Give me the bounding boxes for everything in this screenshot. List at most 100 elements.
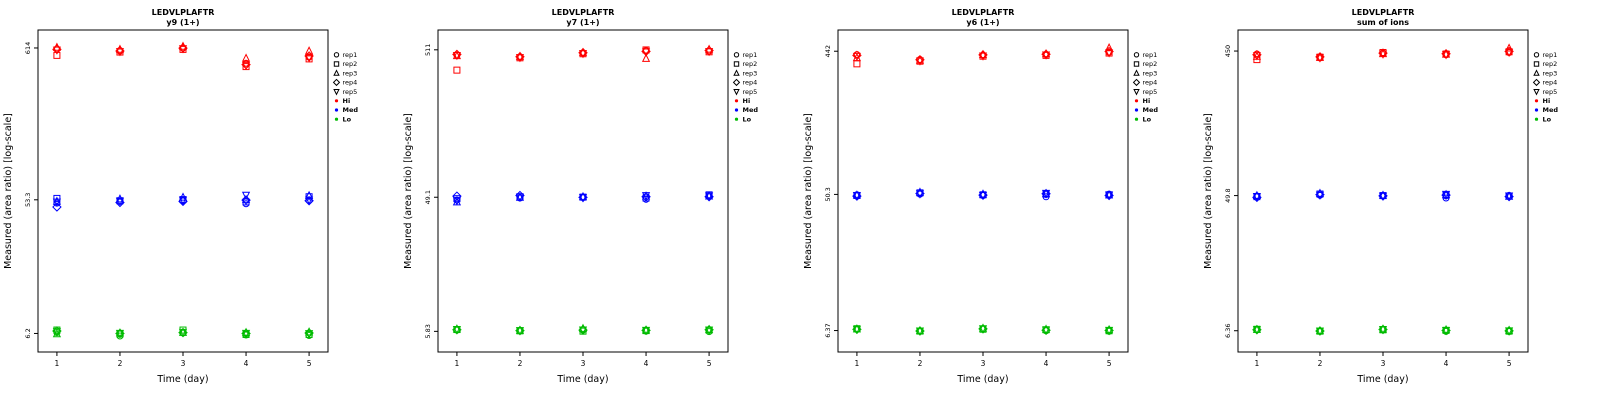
- data-point-hi-rep5: [115, 48, 125, 57]
- data-point-lo-rep5: [915, 327, 925, 336]
- x-tick-label: 4: [1044, 359, 1049, 368]
- legend-label-med: Med: [743, 106, 759, 114]
- legend-marker-med: [1134, 108, 1139, 112]
- data-point-lo-rep3: [304, 327, 314, 336]
- legend-marker-rep4: [1132, 78, 1141, 87]
- data-point-lo-rep5: [515, 327, 525, 336]
- legend-marker-hi: [734, 99, 739, 103]
- y-axis-label: Measured (area ratio) [log-scale]: [3, 113, 14, 269]
- x-axis-label: Time (day): [956, 374, 1008, 385]
- legend-marker-lo: [1534, 117, 1539, 121]
- legend-marker-rep3: [333, 69, 340, 76]
- data-point-med-rep3: [1378, 190, 1388, 199]
- y-tick-label: 442: [824, 45, 832, 57]
- legend-label-hi: Hi: [1143, 97, 1151, 105]
- legend-label-rep2: rep2: [343, 60, 358, 68]
- data-point-med-rep5: [1252, 193, 1262, 202]
- legend-marker-rep2: [1533, 61, 1540, 67]
- legend-marker-hi: [1134, 99, 1139, 103]
- data-point-hi-rep5: [52, 46, 62, 55]
- data-point-med-rep5: [704, 192, 714, 201]
- y-axis-label: Measured (area ratio) [log-scale]: [803, 113, 814, 269]
- data-point-med-rep4: [241, 195, 251, 205]
- data-point-med-rep2: [53, 194, 61, 202]
- data-point-med-rep3: [852, 190, 862, 199]
- data-point-med-rep5: [915, 190, 925, 199]
- data-point-lo-rep3: [1504, 325, 1514, 334]
- x-axis-label: Time (day): [1356, 374, 1408, 385]
- data-point-lo-rep5: [704, 326, 714, 335]
- legend-marker-lo: [1134, 117, 1139, 121]
- data-point-hi-rep5: [178, 45, 188, 54]
- data-point-med-rep4: [115, 197, 125, 208]
- data-point-lo-rep3: [978, 323, 988, 332]
- data-point-hi-rep5: [578, 50, 588, 59]
- plot-title: LEDVLPLAFTR: [552, 8, 615, 17]
- legend-label-hi: Hi: [343, 97, 351, 105]
- legend-marker-lo: [734, 117, 739, 121]
- data-point-med-rep5: [1104, 191, 1114, 200]
- legend-label-rep1: rep1: [1543, 51, 1558, 59]
- data-point-lo-rep5: [978, 325, 988, 334]
- data-point-med-rep5: [1378, 192, 1388, 201]
- legend-label-med: Med: [343, 106, 359, 114]
- data-point-med-rep3: [978, 189, 988, 198]
- legend-label-hi: Hi: [743, 97, 751, 105]
- data-point-lo-rep5: [241, 329, 251, 339]
- legend-marker-med: [1534, 108, 1539, 112]
- data-point-lo-rep5: [1104, 326, 1114, 336]
- data-point-lo-rep5: [1504, 327, 1514, 336]
- data-point-lo-rep3: [704, 324, 714, 333]
- x-tick-label: 2: [118, 359, 123, 368]
- data-point-med-rep5: [115, 197, 125, 206]
- legend-marker-med: [334, 108, 339, 112]
- data-point-hi-rep3: [641, 53, 651, 62]
- legend-marker-rep5: [733, 89, 740, 96]
- y-tick-label: 6.2: [24, 328, 32, 338]
- legend-label-rep2: rep2: [743, 60, 758, 68]
- data-point-lo-rep5: [452, 325, 462, 335]
- legend-marker-hi: [334, 99, 339, 103]
- data-point-lo-rep5: [52, 328, 62, 337]
- legend-marker-rep1: [333, 52, 340, 58]
- legend-label-lo: Lo: [1143, 115, 1152, 123]
- y-axis-label: Measured (area ratio) [log-scale]: [403, 113, 414, 269]
- x-tick-label: 3: [981, 359, 986, 368]
- data-point-hi-rep3: [304, 46, 314, 55]
- legend-marker-rep2: [333, 61, 340, 67]
- chart-panel-2: LEDVLPLAFTR y7 (1+) 1 2 3 4 5 511 49.1 5.83 Time (…: [400, 0, 800, 400]
- data-point-hi-rep5: [304, 54, 314, 63]
- data-point-lo-rep5: [1378, 326, 1388, 335]
- x-tick-label: 3: [581, 359, 586, 368]
- plot-title: LEDVLPLAFTR: [152, 8, 215, 17]
- data-point-med-rep3: [304, 190, 314, 199]
- legend-label-med: Med: [1543, 106, 1559, 114]
- data-point-med-rep2: [979, 191, 987, 199]
- data-point-lo-rep5: [1041, 326, 1051, 335]
- x-tick-label: 5: [1107, 359, 1112, 368]
- x-tick-label: 4: [1444, 359, 1449, 368]
- data-point-hi-rep3: [978, 49, 988, 58]
- y-tick-label: 50.3: [824, 187, 832, 201]
- data-point-hi-rep5: [704, 48, 714, 57]
- legend-label-lo: Lo: [343, 115, 352, 123]
- data-point-med-rep5: [1504, 192, 1514, 201]
- data-point-lo-rep3: [1441, 324, 1451, 334]
- y-axis-label: Measured (area ratio) [log-scale]: [1203, 113, 1214, 269]
- y-tick-label: 6.36: [1224, 323, 1232, 337]
- data-point-hi-rep5: [241, 61, 251, 71]
- x-tick-label: 5: [307, 359, 312, 368]
- data-point-med-rep3: [52, 196, 62, 205]
- data-point-lo-rep3: [241, 327, 251, 336]
- y-tick-label: 614: [24, 42, 32, 54]
- data-point-med-rep5: [304, 196, 314, 205]
- legend-label-rep4: rep4: [743, 79, 758, 87]
- data-point-hi-rep5: [515, 54, 525, 63]
- legend-label-rep5: rep5: [1543, 88, 1558, 96]
- legend-label-rep3: rep3: [1143, 69, 1158, 77]
- data-point-med-rep3: [241, 194, 251, 203]
